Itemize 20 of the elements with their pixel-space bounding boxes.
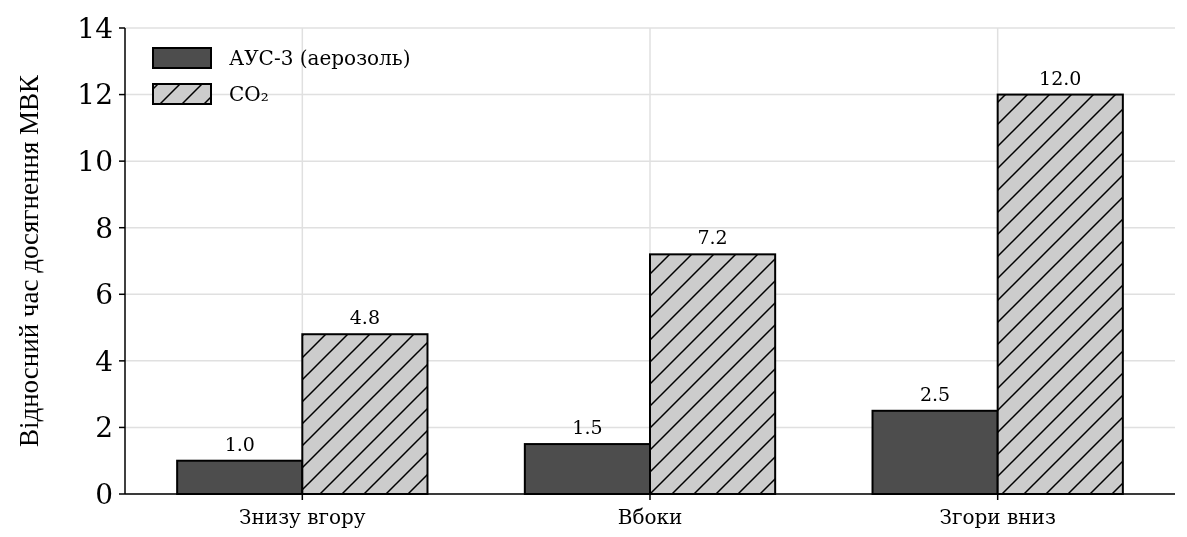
x-tick-label: Вбоки	[617, 505, 683, 529]
y-tick-label: 10	[77, 144, 113, 178]
text: 12.0	[1039, 66, 1082, 89]
x-tick-label: Згори вниз	[939, 505, 1056, 529]
y-axis-title: Відносний час досягнення МВК	[14, 73, 44, 448]
text: 4.8	[349, 306, 381, 329]
y-tick-label: 6	[95, 278, 113, 312]
y-tick-label: 8	[95, 211, 113, 245]
text: 1.5	[572, 416, 603, 439]
y-tick-label: 4	[95, 344, 113, 378]
y-tick-label: 14	[77, 11, 113, 45]
text: 7.2	[697, 226, 728, 249]
text: 1.0	[224, 432, 255, 455]
legend-label: CO₂	[229, 82, 269, 106]
text: 2.5	[919, 382, 951, 405]
y-tick-label: 12	[77, 78, 113, 112]
legend-label: АУС-3 (аерозоль)	[229, 46, 411, 70]
y-tick-label: 0	[95, 477, 113, 511]
x-tick-label: Знизу вгору	[239, 505, 366, 529]
y-tick-label: 2	[95, 411, 113, 445]
